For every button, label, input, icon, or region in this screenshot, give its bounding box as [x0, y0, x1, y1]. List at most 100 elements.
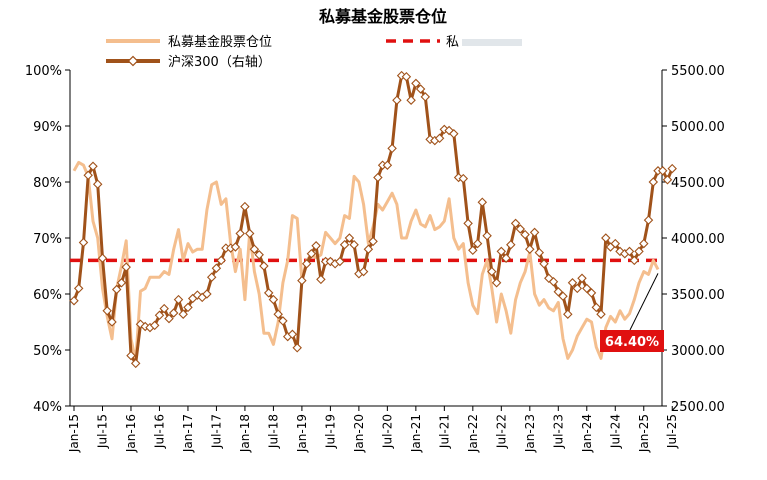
csi300-point [244, 228, 255, 239]
legend-csi300-label: 沪深300（右轴） [168, 54, 271, 70]
csi300-point [468, 245, 478, 256]
legend-reference-label: 私 [446, 35, 459, 50]
csi300-point [401, 71, 412, 82]
csi300-point [111, 284, 122, 295]
csi300-point [130, 358, 141, 369]
csi300-point [420, 92, 431, 102]
csi300-point [97, 253, 108, 263]
csi300-point [586, 288, 597, 298]
csi300-point [610, 238, 621, 249]
csi300-point [643, 215, 654, 225]
csi300-point [501, 253, 511, 263]
csi300-point [254, 250, 264, 260]
csi300-point [335, 256, 345, 267]
chart-title: 私募基金股票仓位 [319, 7, 447, 26]
right-tick-label: 5000.00 [671, 120, 725, 135]
csi300-point [316, 274, 326, 285]
csi300-point [320, 256, 331, 267]
csi300-point [639, 238, 649, 249]
x-tick-label: Jul-19 [323, 414, 337, 449]
csi300-point [392, 95, 402, 105]
csi300-point [506, 239, 516, 250]
x-tick-label: Jan-20 [352, 414, 366, 453]
csi300-point [78, 237, 89, 248]
csi300-point [567, 278, 578, 288]
csi300-point [159, 303, 169, 314]
right-tick-label: 2500.00 [671, 400, 725, 415]
csi300-point [434, 133, 445, 144]
axes: 40% 50% 60% 70% 80% 90% 100% 2500.00 3000.00 3500… [25, 64, 725, 453]
csi300-point [235, 228, 245, 239]
csi300-point [240, 201, 250, 212]
csi300-point [164, 313, 174, 324]
right-tick-label: 5500.00 [671, 64, 725, 79]
csi300-point [491, 278, 502, 288]
x-tick-label: Jul-24 [608, 414, 622, 449]
x-tick-label: Jan-25 [637, 414, 651, 453]
csi300-point [601, 233, 611, 243]
csi300-point [83, 170, 93, 181]
csi300-point [344, 233, 355, 243]
csi300-point [377, 160, 388, 170]
csi300-point [107, 317, 117, 327]
legend-csi300-marker [127, 55, 139, 67]
csi300-point [515, 224, 526, 234]
left-tick-label: 50% [33, 344, 62, 359]
callout-box [600, 330, 664, 352]
csi300-point [591, 302, 602, 313]
csi300-point [73, 283, 84, 294]
csi300-point [301, 259, 312, 269]
csi300-point [273, 309, 283, 319]
series-position-line [72, 160, 660, 363]
csi300-point [116, 278, 127, 288]
csi300-point [183, 302, 193, 313]
csi300-point [415, 84, 426, 94]
callout: 64.40% [600, 273, 664, 352]
x-tick-label: Jan-17 [181, 414, 195, 453]
csi300-point [487, 266, 497, 277]
csi300-point [368, 236, 378, 247]
right-tick-label: 4500.00 [671, 176, 725, 191]
csi300-point [477, 197, 488, 207]
x-tick-label: Jan-16 [124, 414, 138, 453]
right-tick-label: 4000.00 [671, 232, 725, 247]
csi300-point [472, 238, 483, 249]
left-tick-label: 90% [33, 120, 62, 135]
csi300-point [534, 247, 545, 258]
csi300-point [525, 244, 535, 254]
csi300-point [563, 309, 573, 319]
legend: 私募基金股票仓位 沪深300（右轴） 私 [106, 34, 522, 70]
csi300-point [263, 288, 274, 298]
csi300-point [553, 287, 564, 297]
x-tick-label: Jan-19 [295, 414, 309, 453]
csi300-point [202, 289, 212, 299]
csi300-point [173, 294, 184, 305]
x-tick-label: Jul-17 [209, 414, 223, 449]
x-tick-label: Jan-22 [466, 414, 480, 453]
csi300-point [230, 242, 241, 252]
csi300-point [577, 273, 587, 284]
csi300-point [596, 309, 606, 319]
csi300-point [297, 275, 307, 286]
left-tick-label: 70% [33, 232, 62, 247]
csi300-point [249, 244, 260, 254]
csi300-point [287, 329, 298, 340]
csi300-point [662, 175, 673, 185]
csi300-point [168, 308, 179, 318]
callout-label: 64.40% [605, 335, 659, 350]
csi300-point [339, 239, 350, 250]
x-tick-label: Jan-24 [580, 414, 594, 453]
left-tick-label: 40% [33, 400, 62, 415]
series-csi300-line [72, 74, 674, 365]
csi300-point [69, 295, 79, 306]
csi300-point [292, 343, 302, 353]
x-tick-label: Jul-18 [266, 414, 280, 449]
csi300-point [482, 231, 492, 241]
x-tick-label: Jan-15 [67, 414, 81, 453]
csi300-point [259, 261, 269, 271]
csi300-point [211, 263, 222, 273]
x-tick-label: Jul-20 [380, 414, 394, 449]
csi300-point [121, 262, 131, 272]
csi300-point [539, 259, 549, 269]
